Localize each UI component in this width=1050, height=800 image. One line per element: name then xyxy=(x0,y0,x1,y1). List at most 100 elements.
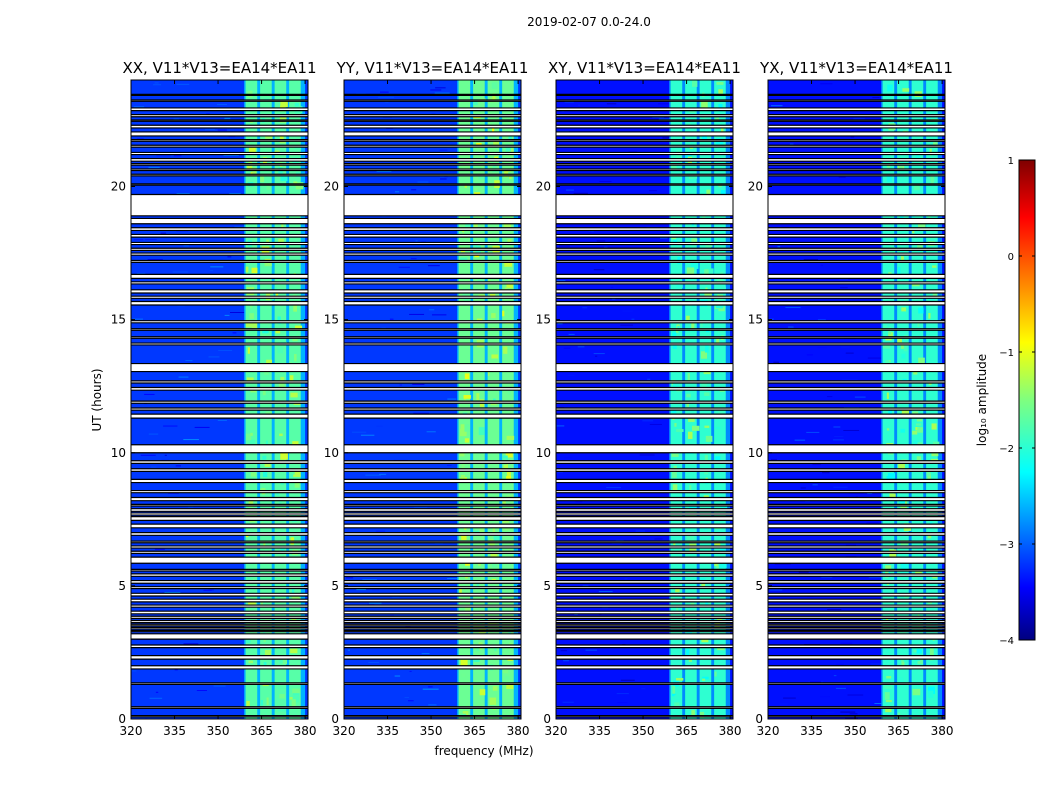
flagged-interval xyxy=(344,139,521,142)
noise-speck xyxy=(132,318,143,320)
band-variation xyxy=(295,182,304,190)
noise-speck xyxy=(133,106,145,108)
x-tick-label: 350 xyxy=(844,724,867,738)
x-tick-label: 320 xyxy=(120,724,143,738)
noise-speck xyxy=(371,629,381,631)
flagged-interval xyxy=(768,242,945,245)
flagged-interval xyxy=(344,281,521,284)
flagged-interval xyxy=(344,408,521,411)
noise-speck xyxy=(585,649,597,651)
band-variation xyxy=(289,474,295,481)
band-variation xyxy=(715,302,724,309)
noise-speck xyxy=(833,486,848,488)
noise-speck xyxy=(843,429,860,431)
noise-speck xyxy=(385,102,389,104)
noise-speck xyxy=(606,486,621,488)
band-variation xyxy=(491,82,498,89)
flagged-interval xyxy=(768,508,945,512)
x-tick-label: 350 xyxy=(420,724,443,738)
band-variation xyxy=(506,469,511,477)
colorbar-tick-label: −4 xyxy=(999,636,1014,647)
band-variation xyxy=(279,501,282,505)
flagged-interval xyxy=(768,633,945,640)
flagged-interval xyxy=(131,682,308,685)
band-variation xyxy=(902,88,910,92)
band-variation xyxy=(917,656,923,665)
noise-speck xyxy=(872,97,880,99)
band-variation xyxy=(262,470,268,478)
band-variation xyxy=(897,267,901,275)
flagged-interval xyxy=(344,248,521,251)
noise-speck xyxy=(562,701,574,703)
flagged-interval xyxy=(344,363,521,372)
band-variation xyxy=(716,562,720,569)
noise-speck xyxy=(428,704,437,706)
band-variation xyxy=(245,266,249,273)
flagged-interval xyxy=(768,512,945,516)
flagged-interval xyxy=(556,497,733,501)
band-variation xyxy=(291,587,295,596)
flagged-interval xyxy=(556,401,733,404)
flagged-interval xyxy=(344,296,521,299)
band-variation xyxy=(930,176,934,184)
noise-speck xyxy=(131,670,137,672)
noise-speck xyxy=(172,271,189,273)
noise-speck xyxy=(833,426,841,428)
band-variation xyxy=(672,484,678,492)
band-variation xyxy=(504,676,510,680)
flagged-interval xyxy=(556,274,733,279)
flagged-interval xyxy=(344,218,521,224)
band-variation xyxy=(249,439,256,447)
flagged-interval xyxy=(768,682,945,685)
band-variation xyxy=(931,423,937,430)
flagged-interval xyxy=(556,624,733,626)
noise-speck xyxy=(770,105,783,107)
band-variation xyxy=(503,346,508,354)
band-variation xyxy=(717,617,723,622)
noise-speck xyxy=(867,357,884,359)
noise-speck xyxy=(870,663,886,665)
flagged-interval xyxy=(556,580,733,584)
flagged-interval xyxy=(556,387,733,391)
flagged-interval xyxy=(556,516,733,521)
flagged-interval xyxy=(556,557,733,564)
band-variation xyxy=(912,283,920,287)
band-variation xyxy=(702,676,709,680)
flagged-interval xyxy=(768,145,945,148)
noise-speck xyxy=(577,104,581,106)
band-variation xyxy=(266,359,272,367)
band-variation xyxy=(251,320,258,329)
band-variation xyxy=(489,697,497,705)
band-variation xyxy=(289,696,295,700)
band-variation xyxy=(888,327,892,335)
noise-speck xyxy=(183,245,189,247)
band-variation xyxy=(686,267,695,275)
band-variation xyxy=(290,375,294,383)
flagged-interval xyxy=(344,551,521,554)
flagged-interval xyxy=(556,665,733,669)
band-variation xyxy=(294,147,302,150)
band-variation xyxy=(690,261,699,269)
band-variation xyxy=(502,310,505,317)
band-variation xyxy=(701,101,708,109)
flagged-interval xyxy=(344,468,521,472)
noise-speck xyxy=(825,711,835,713)
noise-speck xyxy=(841,129,850,131)
band-variation xyxy=(706,189,711,196)
band-variation xyxy=(290,392,298,398)
panel-yy: YY, V11*V13=EA14*EA11 320 335 350 365 380 0 5 10… xyxy=(324,59,530,738)
noise-speck xyxy=(820,264,823,266)
band-variation xyxy=(715,456,721,463)
band-variation xyxy=(274,150,280,153)
band-segment xyxy=(926,80,938,719)
band-variation xyxy=(493,138,500,146)
flagged-interval xyxy=(344,125,521,128)
band-variation xyxy=(464,605,471,613)
flagged-interval xyxy=(556,248,733,251)
noise-speck xyxy=(421,653,430,655)
noise-speck xyxy=(610,286,614,288)
flagged-interval xyxy=(131,524,308,528)
noise-speck xyxy=(622,310,633,312)
band-variation xyxy=(927,686,935,694)
noise-speck xyxy=(789,143,794,145)
